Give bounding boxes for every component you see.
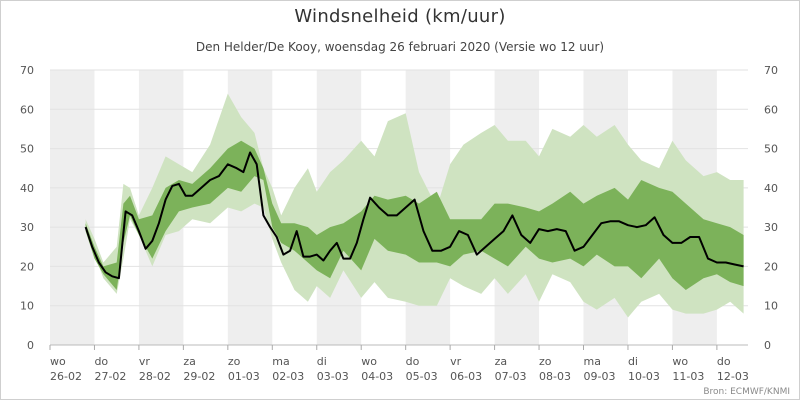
y-tick-label-left: 60 <box>20 103 34 116</box>
x-tick-date: 09-03 <box>584 370 616 383</box>
x-tick-day: zo <box>228 355 241 368</box>
x-tick-day: do <box>406 355 420 368</box>
x-tick-day: di <box>628 355 638 368</box>
x-tick-day: wo <box>672 355 688 368</box>
y-tick-label-right: 30 <box>764 221 778 234</box>
y-axis-left: 0 10 20 30 40 50 60 70 <box>20 64 34 352</box>
x-tick-day: ma <box>584 355 601 368</box>
x-tick-day: za <box>495 355 508 368</box>
x-tick-date: 10-03 <box>628 370 660 383</box>
x-tick-day: do <box>94 355 108 368</box>
x-tick-day: zo <box>539 355 552 368</box>
x-tick-day: di <box>317 355 327 368</box>
y-tick-label-left: 40 <box>20 182 34 195</box>
y-tick-label-left: 10 <box>20 300 34 313</box>
x-tick-day: vr <box>450 355 462 368</box>
x-tick-date: 08-03 <box>539 370 571 383</box>
source-credit: Bron: ECMWF/KNMI <box>703 387 790 397</box>
inner-band <box>85 140 744 290</box>
x-tick-date: 04-03 <box>361 370 393 383</box>
inner-band-area <box>85 140 744 290</box>
y-tick-label-left: 20 <box>20 260 34 273</box>
y-tick-label-left: 50 <box>20 143 34 156</box>
y-tick-label-right: 50 <box>764 143 778 156</box>
x-tick-date: 02-03 <box>272 370 304 383</box>
x-tick-date: 28-02 <box>139 370 171 383</box>
y-tick-label-right: 10 <box>764 300 778 313</box>
y-tick-label-right: 40 <box>764 182 778 195</box>
y-tick-label-right: 0 <box>764 339 771 352</box>
x-axis: wo 26-02 do 27-02 vr 28-02 za 29-02 zo 01-03 ma 02-… <box>49 344 749 383</box>
x-tick-date: 26-02 <box>50 370 82 383</box>
x-tick-date: 27-02 <box>94 370 126 383</box>
y-tick-label-left: 70 <box>20 64 34 77</box>
x-tick-day: wo <box>361 355 377 368</box>
day-band <box>50 70 95 345</box>
x-tick-date: 03-03 <box>317 370 349 383</box>
x-tick-date: 11-03 <box>672 370 704 383</box>
x-tick-day: ma <box>272 355 289 368</box>
x-tick-day: do <box>717 355 731 368</box>
x-tick-day: vr <box>139 355 151 368</box>
y-axis-right: 0 10 20 30 40 50 60 70 <box>764 64 778 352</box>
x-tick-date: 12-03 <box>717 370 749 383</box>
y-tick-label-right: 60 <box>764 103 778 116</box>
median-line <box>84 151 744 280</box>
y-tick-label-right: 20 <box>764 260 778 273</box>
median-line-group <box>84 151 744 280</box>
x-tick-date: 05-03 <box>406 370 438 383</box>
x-tick-date: 29-02 <box>183 370 215 383</box>
y-tick-label-right: 70 <box>764 64 778 77</box>
chart-title: Windsnelheid (km/uur) <box>294 6 506 27</box>
x-tick-date: 06-03 <box>450 370 482 383</box>
x-tick-day: wo <box>50 355 66 368</box>
y-tick-label-left: 30 <box>20 221 34 234</box>
x-tick-date: 07-03 <box>495 370 527 383</box>
x-tick-date: 01-03 <box>228 370 260 383</box>
chart-subtitle: Den Helder/De Kooy, woensdag 26 februari… <box>195 40 605 54</box>
y-tick-label-left: 0 <box>27 339 34 352</box>
x-tick-day: za <box>183 355 196 368</box>
